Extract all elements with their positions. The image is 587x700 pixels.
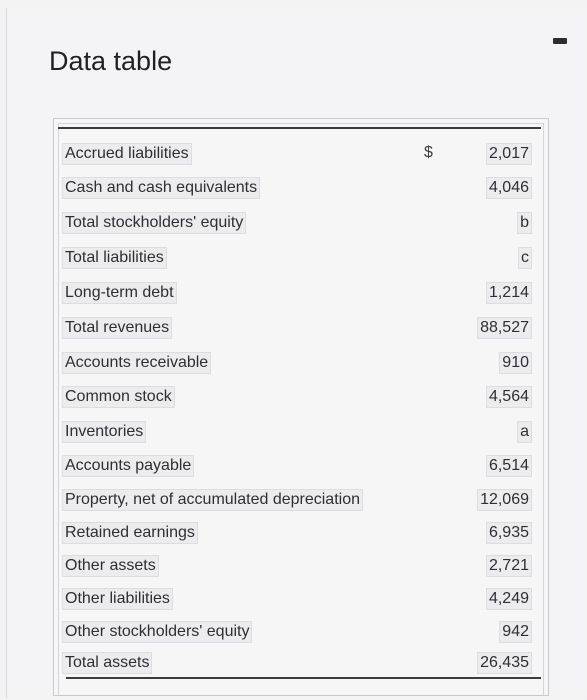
table-row: Retained earnings 6,935 [58, 518, 536, 546]
table-row: Other assets 2,721 [58, 551, 536, 579]
row-label: Inventories [62, 421, 147, 443]
row-value: c [518, 247, 532, 269]
row-label: Common stock [62, 386, 175, 408]
minimize-icon[interactable] [553, 38, 567, 44]
row-value: 2,017 [485, 143, 532, 165]
row-value: 4,564 [485, 386, 532, 408]
table-row: Accounts receivable 910 [58, 348, 536, 376]
currency-symbol: $ [424, 144, 433, 161]
row-value: 88,527 [477, 317, 532, 339]
table-row: Accrued liabilities $ 2,017 [58, 139, 536, 167]
table-row: Total revenues 88,527 [58, 313, 536, 341]
table-bottom-rule [66, 677, 541, 679]
row-label: Accounts receivable [62, 352, 212, 374]
table-row: Other stockholders' equity 942 [58, 617, 536, 645]
row-label: Total liabilities [62, 247, 167, 269]
row-value: 26,435 [477, 652, 532, 674]
data-table-inner-frame [58, 123, 544, 695]
table-row: Total assets 26,435 [58, 648, 536, 676]
table-row: Cash and cash equivalents 4,046 [58, 173, 536, 201]
row-label: Other stockholders' equity [62, 621, 253, 643]
row-value: 910 [499, 352, 532, 374]
row-value: 4,249 [485, 588, 532, 610]
row-value: 6,935 [485, 522, 532, 544]
table-row: Total liabilities c [58, 243, 536, 271]
table-row: Common stock 4,564 [58, 382, 536, 410]
row-value: 4,046 [485, 177, 532, 199]
row-label: Accounts payable [62, 455, 195, 477]
row-value: 942 [499, 621, 532, 643]
row-label: Other liabilities [62, 588, 173, 610]
row-label: Accrued liabilities [62, 143, 192, 165]
table-row: Long-term debt 1,214 [58, 278, 536, 306]
row-value: a [517, 421, 532, 443]
row-value: b [517, 212, 532, 234]
table-row: Property, net of accumulated depreciatio… [58, 485, 536, 513]
panel-title: Data table [49, 46, 173, 76]
table-row: Other liabilities 4,249 [58, 584, 536, 612]
row-label: Total assets [62, 652, 153, 674]
row-label: Total stockholders' equity [62, 212, 247, 234]
table-row: Accounts payable 6,514 [58, 451, 536, 479]
row-label: Cash and cash equivalents [62, 177, 261, 199]
table-top-rule [58, 127, 541, 129]
row-value: 6,514 [485, 455, 532, 477]
row-label: Other assets [62, 555, 159, 577]
row-label: Property, net of accumulated depreciatio… [62, 489, 363, 511]
row-value: 12,069 [477, 489, 532, 511]
row-label: Total revenues [62, 317, 173, 339]
table-row: Inventories a [58, 417, 536, 445]
row-value: 2,721 [485, 555, 532, 577]
table-row: Total stockholders' equity b [58, 208, 536, 236]
row-label: Long-term debt [62, 282, 177, 304]
row-label: Retained earnings [62, 522, 198, 544]
row-value: 1,214 [485, 282, 532, 304]
